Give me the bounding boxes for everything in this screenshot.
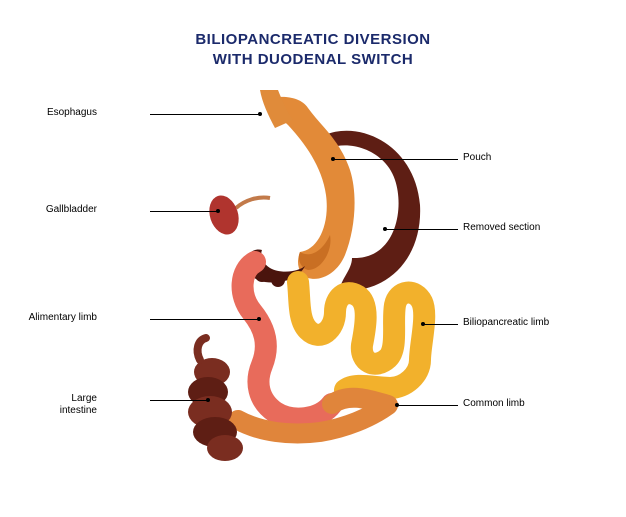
label-esophagus: Esophagus <box>47 107 97 118</box>
label-removed-section: Removed section <box>463 222 540 233</box>
label-alimentary-limb: Alimentary limb <box>29 312 97 323</box>
leader-dot <box>258 112 262 116</box>
leader-dot <box>331 157 335 161</box>
leader-dot <box>216 209 220 213</box>
leader-dot <box>421 322 425 326</box>
leader-large-intestine <box>150 400 208 401</box>
leader-gallbladder <box>150 211 218 212</box>
leader-alimentary <box>150 319 259 320</box>
diagram-container: BILIOPANCREATIC DIVERSION WITH DUODENAL … <box>0 0 626 517</box>
leader-biliopancreatic <box>423 324 458 325</box>
gallbladder-shape <box>205 192 244 239</box>
label-pouch: Pouch <box>463 152 491 163</box>
label-biliopancreatic-limb: Biliopancreatic limb <box>463 317 549 328</box>
duodenum-lobule <box>271 273 285 287</box>
leader-dot <box>395 403 399 407</box>
anatomy-illustration <box>0 0 626 517</box>
biliopancreatic-limb-shape <box>298 282 424 390</box>
gallbladder-duct <box>236 197 270 208</box>
label-large-intestine-2: intestine <box>60 405 97 416</box>
leader-common <box>397 405 458 406</box>
label-gallbladder: Gallbladder <box>46 204 97 215</box>
leader-dot <box>206 398 210 402</box>
leader-esophagus <box>150 114 260 115</box>
leader-pouch <box>333 159 458 160</box>
leader-removed <box>385 229 458 230</box>
label-common-limb: Common limb <box>463 398 525 409</box>
leader-dot <box>257 317 261 321</box>
leader-dot <box>383 227 387 231</box>
label-large-intestine: Large intestine <box>60 393 97 417</box>
label-large-intestine-1: Large <box>71 393 97 404</box>
